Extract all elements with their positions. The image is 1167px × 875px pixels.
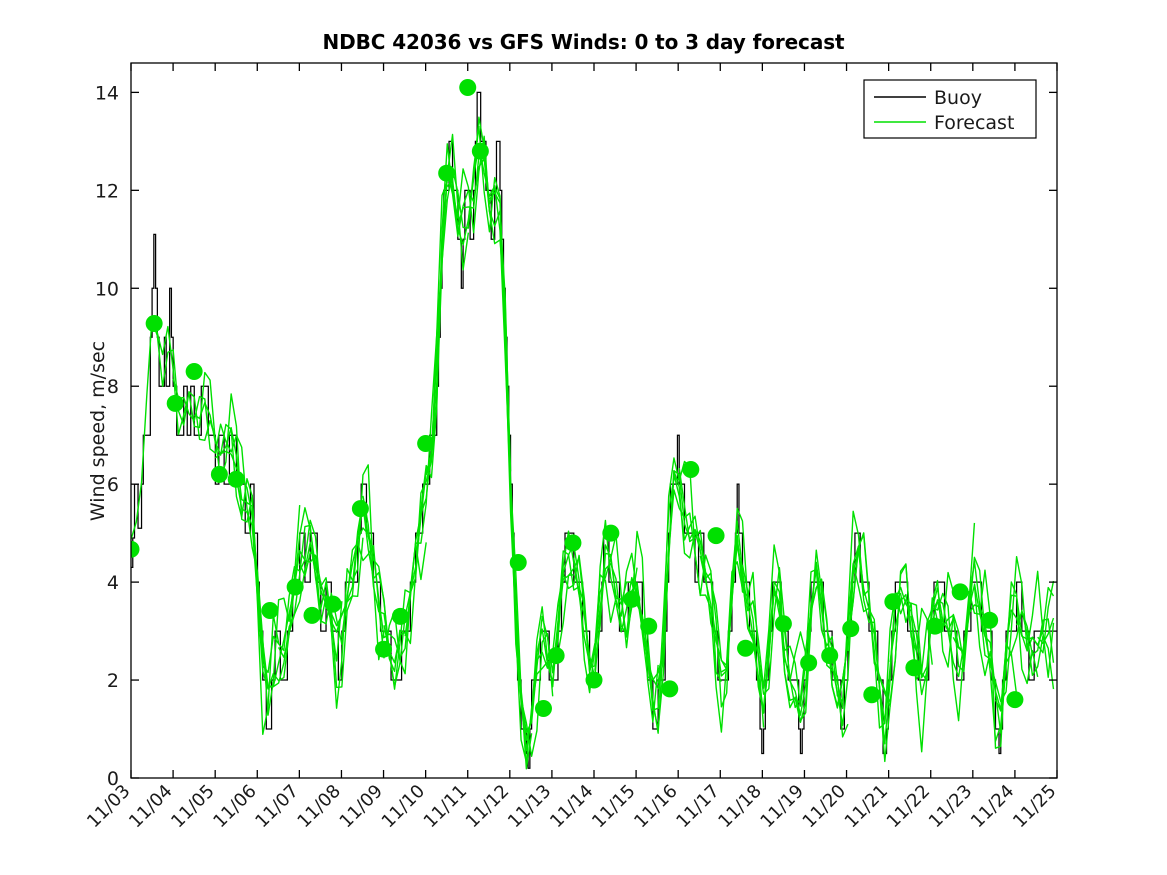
- svg-text:11/17: 11/17: [672, 781, 724, 833]
- forecast-marker: [951, 583, 969, 601]
- forecast-marker: [185, 363, 203, 381]
- svg-text:11/22: 11/22: [883, 781, 935, 833]
- forecast-marker: [459, 78, 477, 96]
- forecast-marker: [286, 578, 304, 596]
- forecast-marker: [261, 602, 279, 620]
- svg-text:11/16: 11/16: [630, 781, 682, 833]
- forecast-marker: [324, 595, 342, 613]
- svg-text:0: 0: [107, 768, 119, 790]
- svg-text:10: 10: [95, 278, 119, 300]
- forecast-marker: [884, 593, 902, 611]
- svg-text:11/23: 11/23: [925, 781, 977, 833]
- svg-text:11/09: 11/09: [336, 781, 388, 833]
- forecast-marker: [905, 659, 923, 677]
- forecast-marker: [417, 435, 435, 453]
- forecast-marker: [737, 639, 755, 657]
- forecast-marker: [1006, 691, 1024, 709]
- forecast-marker: [438, 164, 456, 182]
- svg-text:12: 12: [95, 180, 119, 202]
- forecast-marker: [166, 394, 184, 412]
- forecast-marker: [564, 534, 582, 552]
- forecast-marker: [602, 524, 620, 542]
- forecast-marker: [227, 470, 245, 488]
- chart-title: NDBC 42036 vs GFS Winds: 0 to 3 day fore…: [322, 30, 845, 54]
- svg-text:14: 14: [95, 82, 119, 104]
- forecast-marker: [661, 680, 679, 698]
- forecast-marker: [842, 620, 860, 638]
- svg-text:6: 6: [107, 474, 119, 496]
- svg-text:11/04: 11/04: [125, 781, 177, 833]
- forecast-marker: [547, 647, 565, 665]
- forecast-marker: [981, 611, 999, 629]
- forecast-markers: [131, 78, 1024, 717]
- forecast-marker: [145, 315, 163, 333]
- svg-text:11/10: 11/10: [378, 781, 430, 833]
- svg-text:11/12: 11/12: [462, 781, 514, 833]
- forecast-marker: [800, 654, 818, 672]
- forecast-marker: [682, 460, 700, 478]
- forecast-marker: [471, 142, 489, 160]
- legend[interactable]: Buoy Forecast: [863, 79, 1037, 139]
- forecast-marker: [926, 617, 944, 635]
- svg-text:11/13: 11/13: [504, 781, 556, 833]
- forecast-marker: [863, 686, 881, 704]
- forecast-marker: [375, 640, 393, 658]
- svg-text:11/19: 11/19: [756, 781, 808, 833]
- svg-text:2: 2: [107, 670, 119, 692]
- forecast-marker: [774, 615, 792, 633]
- svg-text:11/20: 11/20: [799, 781, 851, 833]
- forecast-marker: [351, 500, 369, 518]
- x-tick-labels: 11/0311/0411/0511/0611/0711/0811/0911/10…: [83, 781, 1061, 833]
- svg-text:11/24: 11/24: [967, 781, 1019, 833]
- forecast-marker: [509, 554, 527, 572]
- forecast-marker: [623, 590, 641, 608]
- forecast-marker: [210, 465, 228, 483]
- forecast-marker: [640, 617, 658, 635]
- svg-text:Buoy: Buoy: [934, 87, 982, 109]
- forecast-marker: [821, 647, 839, 665]
- svg-text:11/14: 11/14: [546, 781, 598, 833]
- y-tick-labels: 0 2 4 6 8 10 12 14: [95, 82, 119, 790]
- svg-text:8: 8: [107, 376, 119, 398]
- svg-text:11/07: 11/07: [251, 781, 303, 833]
- svg-text:11/21: 11/21: [841, 781, 893, 833]
- svg-text:11/08: 11/08: [293, 781, 345, 833]
- forecast-marker: [534, 699, 552, 717]
- svg-text:11/18: 11/18: [714, 781, 766, 833]
- forecast-marker: [391, 607, 409, 625]
- svg-text:11/15: 11/15: [588, 781, 640, 833]
- svg-text:11/06: 11/06: [209, 781, 261, 833]
- forecast-marker: [707, 527, 725, 545]
- forecast-marker: [585, 671, 603, 689]
- forecast-marker: [131, 540, 140, 558]
- svg-text:11/11: 11/11: [420, 781, 472, 833]
- svg-text:11/25: 11/25: [1009, 781, 1061, 833]
- svg-text:4: 4: [107, 572, 119, 594]
- svg-text:11/05: 11/05: [167, 781, 219, 833]
- svg-text:Forecast: Forecast: [934, 112, 1014, 134]
- forecast-marker: [303, 606, 321, 624]
- axes-box: [130, 62, 1058, 779]
